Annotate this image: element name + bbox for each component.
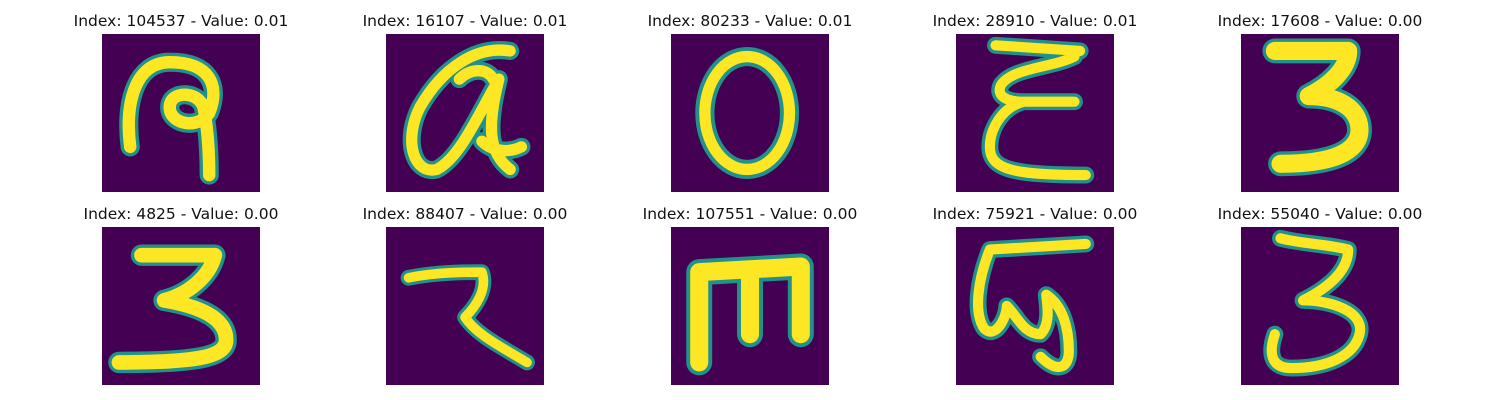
panel-title: Index: 16107 - Value: 0.01 — [362, 12, 568, 30]
digit-image — [956, 227, 1114, 385]
digit-image — [956, 34, 1114, 192]
digit-image — [386, 34, 544, 192]
glyph-3 — [1262, 38, 1372, 177]
panel-title: Index: 4825 - Value: 0.00 — [83, 205, 279, 223]
digit-image — [102, 34, 260, 192]
panel-title: Index: 55040 - Value: 0.00 — [1217, 205, 1423, 223]
digit-image — [1241, 34, 1399, 192]
panel-title: Index: 80233 - Value: 0.01 — [647, 12, 853, 30]
glyph-e — [981, 36, 1095, 184]
panel-title: Index: 104537 - Value: 0.01 — [73, 12, 289, 30]
digit-image — [671, 227, 829, 385]
glyph-m-rotated — [686, 253, 814, 376]
digit-image — [1241, 227, 1399, 385]
glyph-q-loop — [119, 52, 223, 185]
digit-image — [671, 34, 829, 192]
glyph-a-loop — [402, 41, 531, 179]
panel-title: Index: 107551 - Value: 0.00 — [642, 205, 858, 223]
panel-title: Index: 88407 - Value: 0.00 — [362, 205, 568, 223]
glyph-z — [400, 264, 535, 371]
digit-image — [386, 227, 544, 385]
digit-image — [102, 227, 260, 385]
glyph-3 — [108, 244, 237, 374]
glyph-o — [695, 46, 800, 180]
glyph-3-open — [1263, 229, 1369, 377]
panel-title: Index: 28910 - Value: 0.01 — [932, 12, 1138, 30]
panel-title: Index: 75921 - Value: 0.00 — [932, 205, 1138, 223]
glyph-w-hook — [969, 235, 1095, 376]
panel-title: Index: 17608 - Value: 0.00 — [1217, 12, 1423, 30]
